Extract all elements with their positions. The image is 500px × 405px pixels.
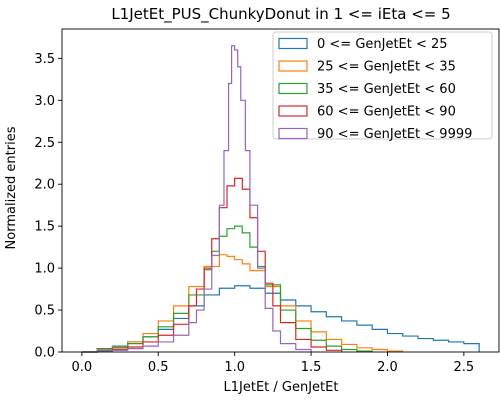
legend-label-3: 35 <= GenJetEt < 60 [317, 82, 456, 97]
legend-swatch-5 [278, 127, 308, 140]
legend-swatch-3 [278, 82, 308, 95]
x-tick-label: 0.0 [72, 360, 93, 375]
plot-area: 0.0 0.5 1.0 1.5 2.0 2.5 0.0 0.5 1.0 1.5 2.0 2.5 3.0 3… [34, 28, 500, 375]
x-tick-label: 1.0 [224, 360, 245, 375]
y-tick-label: 3.0 [34, 94, 55, 109]
legend-label-5: 90 <= GenJetEt < 9999 [317, 127, 472, 142]
x-tick-label: 1.5 [301, 360, 322, 375]
legend-label-1: 0 <= GenJetEt < 25 [317, 37, 448, 52]
y-tick-label: 3.5 [34, 52, 55, 67]
x-tick-label: 2.5 [454, 360, 475, 375]
legend-swatch-2 [278, 60, 308, 72]
legend-label-4: 60 <= GenJetEt < 90 [317, 105, 456, 120]
legend-label-2: 25 <= GenJetEt < 35 [317, 60, 456, 75]
legend-box [272, 31, 493, 140]
chart-title: L1JetEt_PUS_ChunkyDonut in 1 <= iEta <= … [111, 5, 450, 24]
y-tick-label: 0.5 [34, 304, 55, 319]
legend-swatch-1 [278, 37, 308, 50]
plot-frame [61, 28, 500, 353]
y-tick-label: 1.5 [34, 220, 55, 235]
y-axis-title: Normalized entries [4, 126, 19, 249]
series-line-4 [81, 177, 343, 353]
series-line-3 [81, 225, 373, 353]
x-tick-label: 2.0 [377, 360, 398, 375]
legend: 0 <= GenJetEt < 25 25 <= GenJetEt < 35 35 … [272, 31, 493, 142]
x-tick-label: 0.5 [148, 360, 169, 375]
y-tick-label: 2.0 [34, 178, 55, 193]
y-tick-label: 0.0 [34, 346, 55, 361]
series-line-2 [81, 254, 404, 353]
series-line-5 [81, 45, 312, 353]
legend-swatch-4 [278, 105, 308, 117]
y-tick-label: 2.5 [34, 136, 55, 151]
x-axis-title: L1JetEt / GenJetEt [224, 380, 339, 395]
y-tick-label: 1.0 [34, 262, 55, 277]
